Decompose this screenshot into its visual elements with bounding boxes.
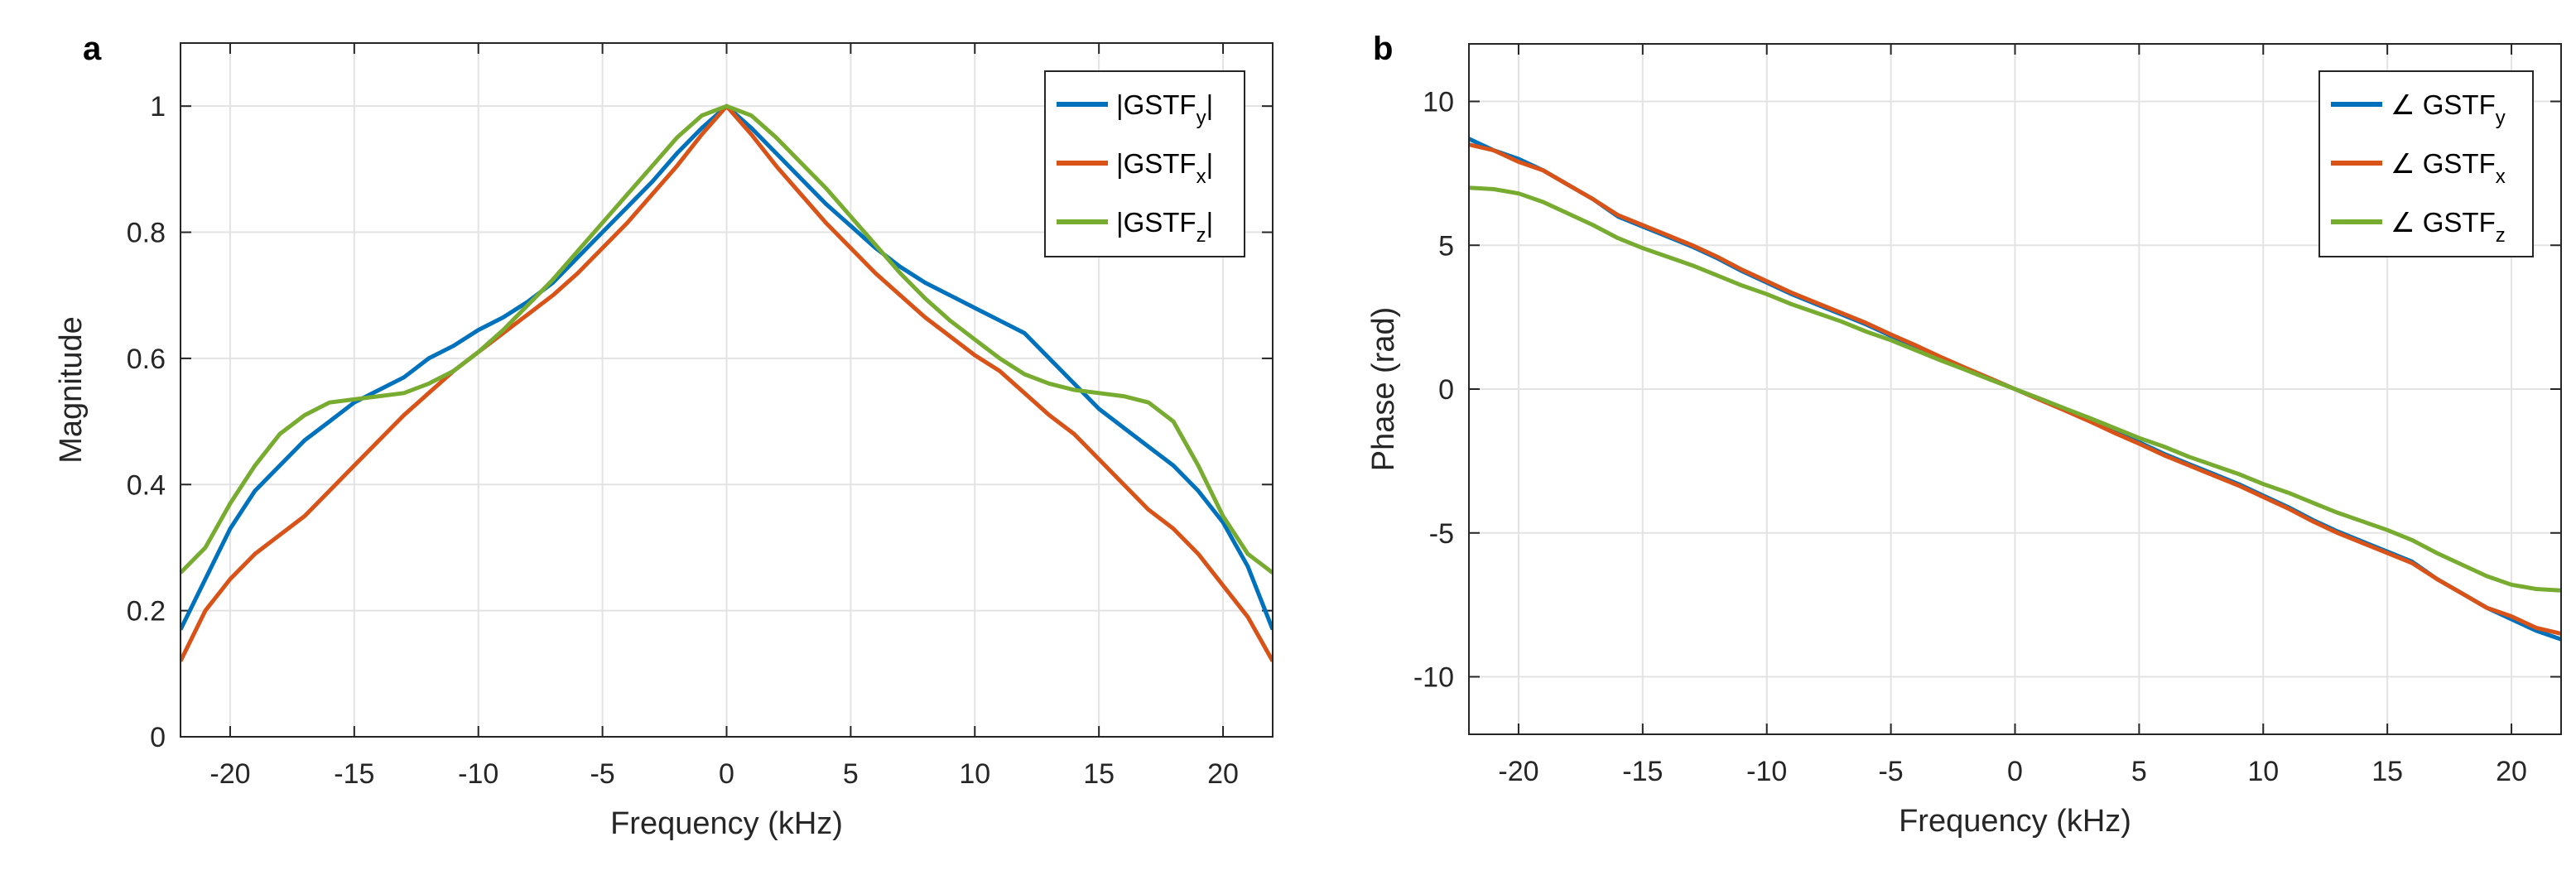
panel-label: a [83,31,102,67]
y-tick-label: 0.4 [127,469,166,501]
x-tick-label: -5 [590,758,614,790]
legend-item-y: |GSTFy| [1057,89,1213,129]
x-axis-label: Frequency (kHz) [1899,804,2131,839]
y-tick-label: 0.2 [127,596,166,628]
legend-label-subscript: y [1197,107,1206,129]
legend-label-suffix: | [1206,207,1214,238]
panel-a-magnitude-chart: -20 -15 -10 -5 0 5 10 15 20 0 0.2 0.4 0.6 0.8 1 Frequen… [54,31,1274,841]
x-tick-label: 0 [2007,756,2023,787]
legend-label-main: |GSTF [1116,89,1197,120]
legend-item-z: ∠ GSTFz [2331,207,2506,247]
y-tick-label: -5 [1429,518,1454,550]
x-tick-label: -5 [1878,756,1903,787]
legend-label-subscript: x [2496,166,2506,188]
x-tick-label: 15 [2371,756,2403,787]
legend-label: |GSTFx| [1116,148,1213,188]
x-tick-label: 5 [843,758,859,790]
legend-item-z: |GSTFz| [1057,207,1213,247]
legend-label-subscript: z [2496,224,2506,247]
x-tick-label: -10 [1746,756,1787,787]
y-axis-label: Magnitude [54,316,89,463]
x-tick-label: 10 [959,758,990,790]
panel-label: b [1373,31,1393,67]
legend-label-main: ∠ GSTF [2391,148,2496,179]
x-tick-label: -20 [209,758,250,790]
panel-b-phase-chart: -20 -15 -10 -5 0 5 10 15 20 -10 -5 0 5 10 Frequency (k… [1366,31,2562,839]
legend-label-subscript: z [1197,224,1206,247]
x-tick-label: 0 [719,758,734,790]
legend-label-main: ∠ GSTF [2391,207,2496,238]
y-axis-label: Phase (rad) [1366,307,1401,472]
y-tick-label: 5 [1438,230,1454,262]
y-tick-label: 1 [150,91,166,123]
legend-label: ∠ GSTFx [2391,148,2506,188]
legend: |GSTFy||GSTFx||GSTFz| [1044,70,1245,257]
series-line-z [1469,185,2561,593]
y-tick-label: 0.6 [127,344,166,375]
x-tick-label: 20 [2496,756,2527,787]
legend-item-x: |GSTFx| [1057,148,1213,188]
legend-item-x: ∠ GSTFx [2331,148,2506,188]
x-tick-label: -15 [1622,756,1663,787]
x-axis-label: Frequency (kHz) [610,806,843,841]
legend-label-subscript: y [2496,107,2506,129]
legend-label: |GSTFy| [1116,89,1213,129]
legend: ∠ GSTFy∠ GSTFx∠ GSTFz [2318,70,2534,257]
x-tick-label: 10 [2247,756,2279,787]
legend-label-main: ∠ GSTF [2391,89,2496,120]
y-tick-label: -10 [1413,662,1454,694]
legend-label-main: |GSTF [1116,207,1197,238]
legend-label-suffix: | [1206,148,1214,179]
y-tick-label: 0.8 [127,218,166,249]
legend-label-main: |GSTF [1116,148,1197,179]
legend-item-y: ∠ GSTFy [2331,89,2506,129]
legend-label: ∠ GSTFz [2391,207,2506,247]
legend-label: |GSTFz| [1116,207,1213,247]
x-tick-label: 5 [2131,756,2147,787]
y-tick-label: 10 [1423,87,1454,118]
legend-label-subscript: x [1197,166,1206,188]
series-line-z [181,103,1273,575]
legend-label-suffix: | [1206,89,1214,120]
axes-box [1468,43,2562,735]
x-tick-label: -15 [334,758,374,790]
y-tick-label: 0 [1438,374,1454,406]
y-tick-label: 0 [150,722,166,753]
x-tick-label: -20 [1498,756,1538,787]
axes-box [180,42,1274,738]
x-tick-label: -10 [458,758,498,790]
x-tick-label: 20 [1207,758,1239,790]
legend-label: ∠ GSTFy [2391,89,2506,129]
x-tick-label: 15 [1083,758,1115,790]
